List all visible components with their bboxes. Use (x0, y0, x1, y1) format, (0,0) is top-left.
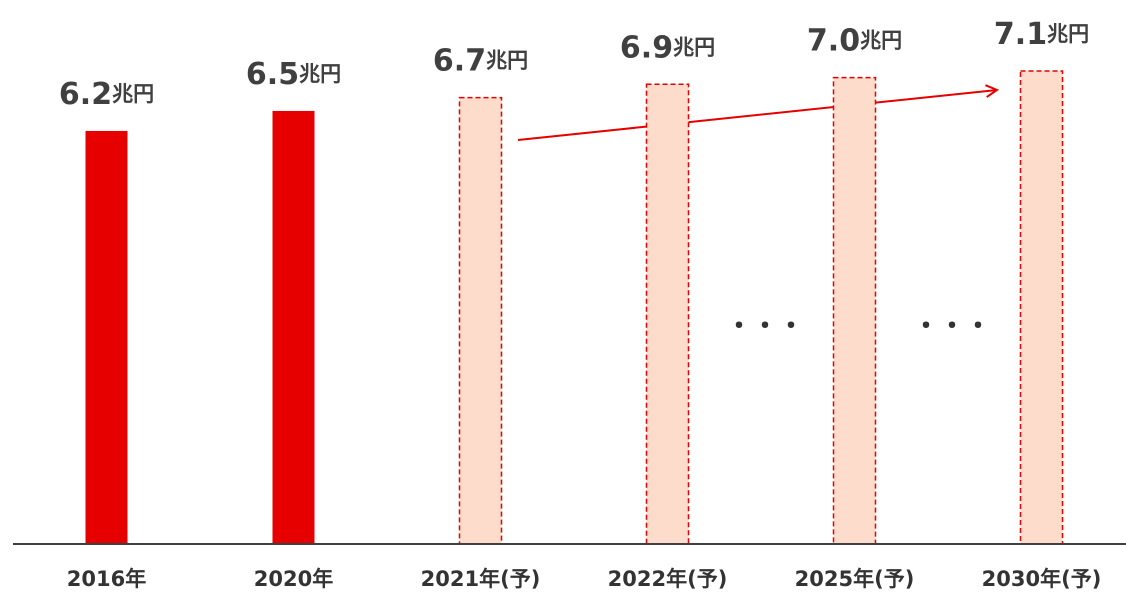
value-unit: 兆円 (299, 62, 341, 86)
value-number: 6.7 (433, 43, 486, 78)
bar (1019, 70, 1064, 545)
value-number: 7.1 (994, 16, 1047, 51)
x-tick-label: 2022年(予) (608, 567, 728, 591)
value-label: 6.9兆円 (620, 30, 715, 65)
x-tick-label: 2016年 (67, 567, 146, 591)
value-unit: 兆円 (860, 29, 902, 53)
value-label: 6.7兆円 (433, 43, 528, 78)
trend-arrow (517, 90, 997, 141)
x-tick-label: 2030年(予) (982, 567, 1102, 591)
ellipsis: ・・・ (913, 312, 991, 342)
bar (832, 76, 877, 545)
value-number: 7.0 (807, 23, 860, 58)
value-label: 7.1兆円 (994, 16, 1089, 51)
bar (458, 96, 503, 545)
value-number: 6.5 (246, 56, 299, 91)
value-unit: 兆円 (112, 82, 154, 106)
value-label: 6.5兆円 (246, 56, 341, 91)
x-tick-label: 2020年 (254, 567, 333, 591)
ellipsis: ・・・ (726, 312, 804, 342)
x-tick-label: 2025年(予) (795, 567, 915, 591)
value-number: 6.2 (59, 76, 112, 111)
value-label: 7.0兆円 (807, 23, 902, 58)
value-unit: 兆円 (1047, 22, 1089, 46)
value-unit: 兆円 (486, 49, 528, 73)
bar (645, 83, 690, 545)
value-label: 6.2兆円 (59, 76, 154, 111)
bar (85, 130, 128, 545)
value-number: 6.9 (620, 30, 673, 65)
bar (272, 110, 315, 544)
x-tick-label: 2021年(予) (421, 567, 541, 591)
value-unit: 兆円 (673, 35, 715, 59)
